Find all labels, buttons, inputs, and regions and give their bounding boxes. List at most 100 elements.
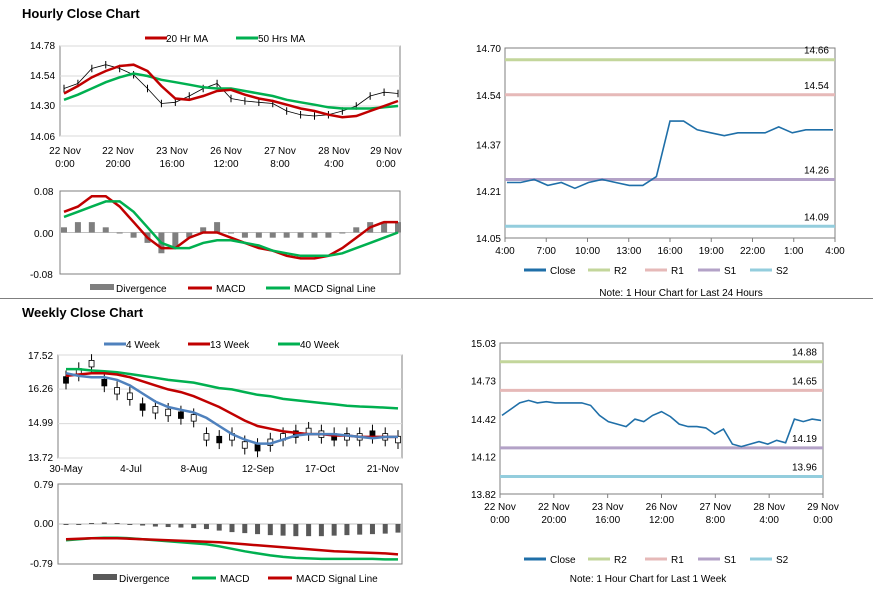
divergence-bar (229, 524, 235, 533)
ma-40-week-line (66, 367, 399, 410)
legend-label: S1 (724, 266, 737, 277)
y-tick-label: 14.12 (471, 453, 496, 464)
y-tick-label: 14.05 (476, 234, 501, 245)
divergence-bar (76, 524, 82, 525)
legend-label: R2 (614, 555, 627, 566)
y-tick-label: -0.08 (30, 270, 53, 281)
hourly-close-1w-chart: Note: 1 Hour Chart for Last 1 Week 14.88… (471, 339, 839, 585)
divergence-bar (382, 524, 388, 534)
y-tick-label: 0.00 (34, 519, 54, 530)
candle-body (178, 411, 184, 419)
hourly-close-24h-chart: Note: 1 Hour Chart for Last 24 Hours 14.… (476, 44, 845, 299)
y-tick-label: 14.54 (30, 71, 55, 82)
legend-label: R1 (671, 266, 684, 277)
x-tick-label: 12:00 (649, 515, 674, 526)
divergence-bar (130, 232, 137, 238)
x-tick-label: 21-Nov (367, 464, 399, 475)
level-label: 14.54 (804, 81, 829, 92)
divergence-bar (306, 524, 312, 537)
divergence-bar (186, 232, 193, 238)
y-tick-label: 14.70 (476, 44, 501, 55)
y-tick-label: 13.82 (471, 490, 496, 501)
legend-label: Divergence (119, 574, 170, 585)
divergence-bar (325, 232, 332, 238)
candle-body (241, 441, 248, 449)
divergence-bar (331, 524, 337, 536)
x-tick-label: 8-Aug (181, 464, 208, 475)
plot-frame (504, 47, 836, 239)
divergence-bar (395, 524, 401, 533)
y-tick-label: 14.78 (30, 41, 55, 52)
divergence-bar (241, 232, 248, 238)
x-tick-label: 22 Nov (484, 502, 516, 513)
divergence-bar (344, 524, 350, 536)
x-tick-label: 13:00 (616, 246, 641, 257)
price-line (63, 64, 399, 117)
x-tick-label: 17-Oct (305, 464, 335, 475)
ma-20-line (63, 63, 399, 119)
x-tick-label: 20:00 (105, 159, 130, 170)
level-label: 14.66 (804, 46, 829, 57)
divergence-bar (214, 222, 221, 233)
x-tick-label: 22:00 (740, 246, 765, 257)
divergence-bar (114, 522, 120, 524)
macd-line (65, 536, 398, 561)
macd-signal-line (63, 200, 399, 258)
y-tick-label: -0.79 (30, 559, 53, 570)
legend-label: Close (550, 266, 576, 277)
divergence-bar (283, 232, 290, 238)
legend-label: S2 (776, 555, 789, 566)
x-tick-label: 8:00 (706, 515, 726, 526)
divergence-bar (339, 232, 346, 234)
legend-swatch (93, 574, 117, 580)
x-tick-label: 4:00 (759, 515, 779, 526)
x-tick-label: 30-May (49, 464, 82, 475)
x-tick-label: 7:00 (537, 246, 557, 257)
divergence-bar (311, 232, 318, 238)
level-label: 14.26 (804, 166, 829, 177)
divergence-bar (178, 524, 184, 528)
divergence-bar (74, 222, 81, 233)
legend-label: 20 Hr MA (166, 34, 209, 45)
y-tick-label: 14.42 (471, 415, 496, 426)
divergence-bar (381, 222, 388, 233)
legend-label: 4 Week (126, 340, 161, 351)
legend-label: MACD Signal Line (294, 284, 376, 295)
x-tick-label: 27 Nov (699, 502, 731, 513)
legend-label: Close (550, 555, 576, 566)
macd-signal-line (65, 536, 399, 556)
ma-4-week-line (65, 371, 398, 445)
divergence-bar (116, 232, 123, 234)
candle-body (139, 403, 146, 411)
legend-label: S1 (724, 555, 737, 566)
x-tick-label: 29 Nov (807, 502, 839, 513)
x-tick-label: 26 Nov (210, 146, 242, 157)
x-tick-label: 12:00 (213, 159, 238, 170)
divergence-bar (255, 524, 261, 535)
divergence-bar (89, 522, 95, 524)
x-tick-label: 28 Nov (318, 146, 350, 157)
divergence-bar (172, 232, 179, 249)
candle-body (203, 433, 210, 441)
legend-label: MACD (220, 574, 249, 585)
y-tick-label: 14.99 (28, 418, 53, 429)
level-label: 14.88 (792, 348, 817, 359)
legend-label: MACD Signal Line (296, 574, 378, 585)
y-tick-label: 13.72 (28, 453, 53, 464)
note-text: Note: 1 Hour Chart for Last 24 Hours (599, 288, 762, 299)
divergence-bar (61, 227, 67, 233)
x-tick-label: 0:00 (55, 159, 75, 170)
divergence-bar (228, 232, 234, 234)
x-tick-label: 20:00 (541, 515, 566, 526)
x-tick-label: 22 Nov (49, 146, 81, 157)
divergence-bar (101, 522, 107, 524)
level-label: 14.65 (792, 376, 817, 387)
y-tick-label: 15.03 (471, 339, 496, 350)
plot-frame (499, 342, 824, 495)
divergence-bar (369, 524, 375, 535)
divergence-bar (102, 227, 109, 233)
divergence-bar (191, 524, 197, 529)
close-line (501, 399, 822, 448)
y-tick-label: 17.52 (28, 351, 53, 362)
x-tick-label: 26 Nov (646, 502, 678, 513)
